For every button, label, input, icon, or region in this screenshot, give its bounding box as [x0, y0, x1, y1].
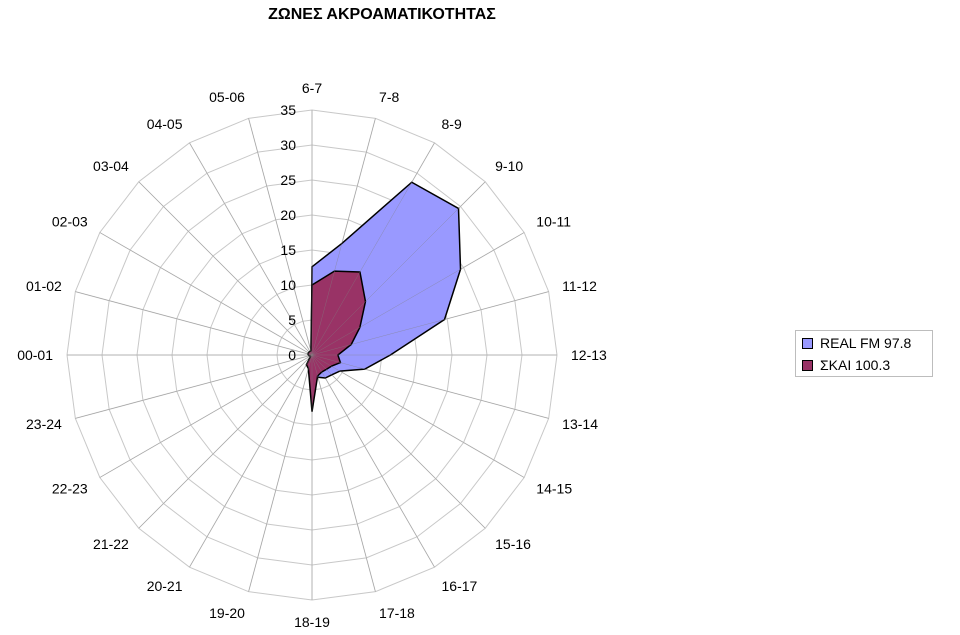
legend-label-skai: ΣΚΑΙ 100.3	[820, 357, 891, 373]
radial-tick-label: 25	[280, 172, 296, 188]
radial-tick-label: 35	[280, 102, 296, 118]
category-label: 10-11	[536, 214, 571, 230]
category-label: 8-9	[442, 116, 462, 132]
category-label: 23-24	[26, 416, 62, 432]
legend-item-real-fm: REAL FM 97.8	[802, 333, 932, 353]
legend-item-skai: ΣΚΑΙ 100.3	[802, 355, 932, 375]
category-label: 19-20	[209, 605, 245, 621]
series-spoke-overlay	[138, 354, 313, 529]
series-spoke-overlay	[311, 142, 435, 356]
category-label: 05-06	[209, 89, 245, 105]
chart-title: ΖΩΝΕΣ ΑΚΡΟΑΜΑΤΙΚΟΤΗΤΑΣ	[268, 6, 496, 23]
series-spoke-overlay	[311, 354, 549, 419]
series-spoke-overlay	[189, 142, 313, 356]
radial-tick-label: 20	[280, 207, 296, 223]
category-label: 17-18	[379, 605, 415, 621]
series-spoke-overlay	[75, 291, 313, 356]
radial-tick-label: 15	[280, 242, 296, 258]
radar-labels: 0 5 10 15 20 25 30 35 6-7 7-8 8-9 9-10 10-11 11-12 12-…	[17, 80, 607, 630]
legend-label-real-fm: REAL FM 97.8	[820, 335, 912, 351]
series-spoke-overlay	[75, 354, 313, 419]
chart-legend: REAL FM 97.8 ΣΚΑΙ 100.3	[795, 330, 933, 377]
series-spoke-overlay	[311, 232, 525, 356]
radial-tick-label: 10	[280, 277, 296, 293]
category-label: 16-17	[442, 578, 478, 594]
series-spoke-overlay	[311, 354, 376, 592]
legend-swatch-skai	[802, 359, 813, 371]
series-spoke-overlay	[99, 354, 313, 478]
category-label: 18-19	[294, 614, 330, 630]
category-label: 11-12	[562, 278, 597, 294]
series-spoke-overlay	[99, 232, 313, 356]
series-spoke-overlay	[311, 354, 525, 478]
category-label: 00-01	[17, 347, 53, 363]
category-label: 20-21	[147, 578, 183, 594]
legend-swatch-real-fm	[802, 337, 813, 349]
radial-tick-label: 0	[288, 347, 296, 363]
radar-series	[67, 110, 557, 600]
series-spoke-overlay	[311, 118, 376, 356]
category-label: 7-8	[379, 89, 399, 105]
series-spoke-overlay	[311, 181, 486, 356]
category-label: 12-13	[571, 347, 607, 363]
series-spoke-overlay	[248, 354, 313, 592]
series-spoke-overlay	[311, 354, 486, 529]
category-label: 22-23	[52, 481, 88, 497]
category-label: 03-04	[93, 158, 129, 174]
series-spoke-overlay	[311, 354, 435, 568]
radial-tick-label: 5	[288, 312, 296, 328]
category-label: 21-22	[93, 536, 129, 552]
series-spoke-overlay	[248, 118, 313, 356]
category-label: 02-03	[52, 214, 88, 230]
category-label: 9-10	[495, 158, 523, 174]
category-label: 04-05	[147, 116, 183, 132]
category-label: 14-15	[536, 481, 572, 497]
radial-tick-label: 30	[280, 137, 296, 153]
category-label: 13-14	[562, 416, 598, 432]
series-spoke-overlay	[138, 181, 313, 356]
category-label: 6-7	[302, 80, 322, 96]
category-label: 01-02	[26, 278, 62, 294]
category-label: 15-16	[495, 536, 531, 552]
series-spoke-overlay	[189, 354, 313, 568]
series-spoke-overlay	[311, 291, 549, 356]
